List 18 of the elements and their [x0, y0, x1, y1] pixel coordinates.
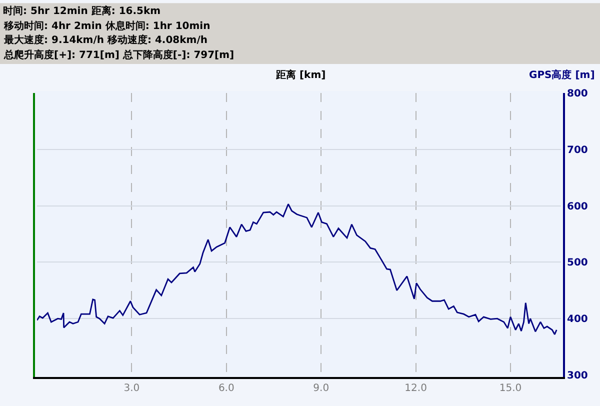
x-tick-label: 15.0 [499, 383, 522, 394]
text: 移动时间: 4hr 2min 休息时间: 1hr 10min [3, 20, 210, 32]
text: 时间: 5hr 12min 距离: 16.5km [3, 5, 161, 17]
y-tick-label: 500 [567, 258, 588, 269]
x-tick-label: 12.0 [404, 383, 427, 394]
y-tick-label: 300 [567, 370, 588, 382]
x-tick-label: 3.0 [124, 383, 140, 394]
text: 总爬升高度[+]: 771[m] 总下降高度[-]: 797[m] [3, 49, 234, 61]
x-tick-label: 6.0 [218, 383, 234, 394]
y-tick-label: 800 [567, 88, 588, 100]
y-tick-label: 700 [567, 144, 588, 156]
line-series [37, 203, 558, 336]
y-tick-label: 400 [567, 314, 588, 326]
y-tick-label: 600 [567, 201, 588, 212]
text: 最大速度: 9.14km/h 移动速度: 4.08km/h [3, 34, 208, 46]
x-axis-title: 距离 [km] [275, 69, 326, 81]
y-axis-title: GPS高度 [m] [529, 69, 595, 81]
x-tick-label: 9.0 [313, 383, 330, 394]
